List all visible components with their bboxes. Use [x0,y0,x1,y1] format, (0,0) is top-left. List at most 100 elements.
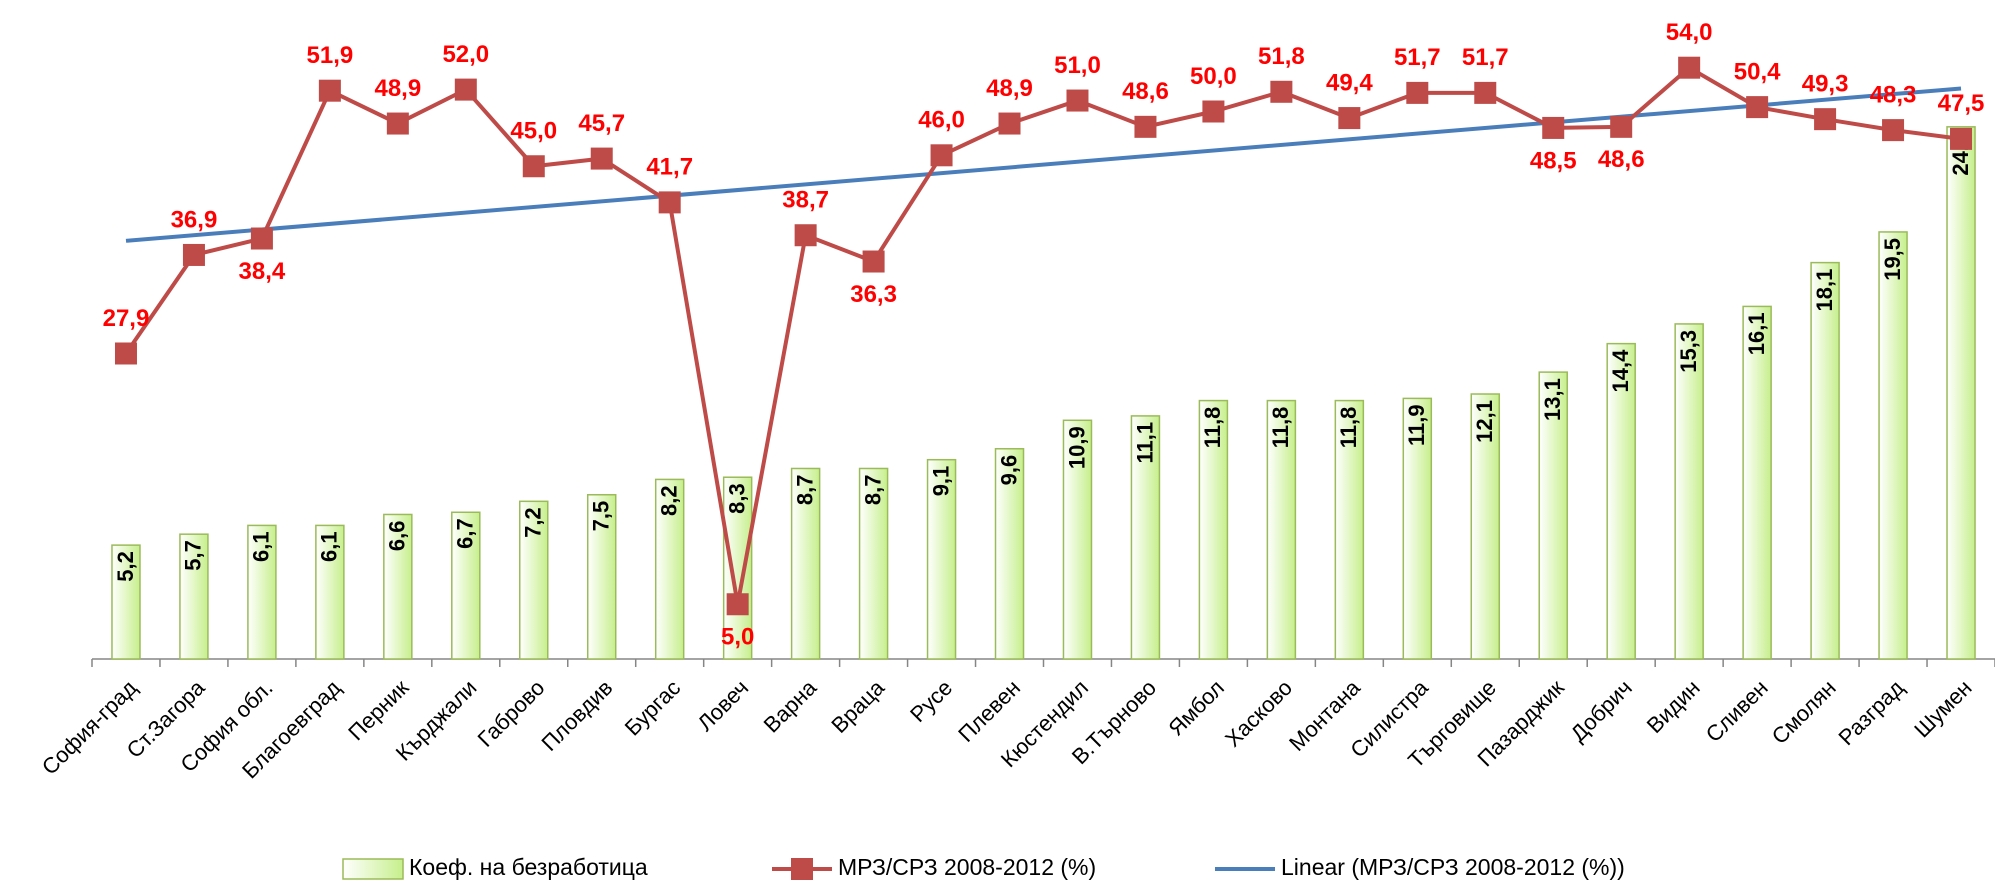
marker [1814,108,1837,131]
bar-label: 15,3 [1676,330,1701,373]
marker [1270,80,1293,103]
line-label: 51,7 [1462,44,1509,71]
bar [1878,231,1908,660]
bar-label: 8,7 [792,474,817,505]
bar-label: 9,6 [996,455,1021,486]
trend-line [125,86,1962,243]
marker [1882,119,1905,142]
bar-label: 11,8 [1200,407,1225,449]
bar-label: 8,7 [860,474,885,505]
x-tick-label: Разград [1833,675,1908,750]
marker [250,227,273,250]
line-label: 48,3 [1870,81,1917,108]
bar-label: 11,1 [1132,422,1157,464]
line-label: 47,5 [1938,90,1985,117]
bar [315,524,345,660]
line-label: 52,0 [442,41,489,68]
marker [1338,107,1361,130]
bar-label: 14,4 [1608,349,1633,393]
marker [930,144,953,167]
bar-label: 11,8 [1268,407,1293,449]
line-label: 50,4 [1734,58,1781,85]
bar [111,544,141,660]
bar [1538,371,1568,660]
marker [1202,100,1225,123]
line-label: 5,0 [721,624,754,651]
bar-label: 19,5 [1880,238,1905,281]
line-label: 38,4 [239,258,286,285]
marker [658,191,681,214]
line-label: 48,6 [1598,146,1645,173]
bar [722,476,753,660]
line-label: 36,3 [850,281,897,308]
bar-label: 12,1 [1472,400,1497,443]
bar [586,494,617,660]
bar-label: 7,5 [589,501,614,532]
bar-label: 8,2 [657,485,682,516]
marker [998,112,1021,135]
legend-label: Коеф. на безработица [409,854,648,880]
bar [994,448,1025,660]
marker [1678,56,1701,79]
x-tick-label: Русе [905,675,957,727]
x-tick-label: Варна [759,674,822,737]
bar [1402,397,1433,660]
line-label: 48,5 [1530,147,1577,174]
line-label: 51,9 [307,42,354,69]
marker [590,147,613,170]
line-label: 50,0 [1190,63,1237,90]
marker [1406,81,1429,104]
marker [1746,96,1769,119]
bar [383,513,413,660]
line-label: 27,9 [103,305,150,332]
legend-label: Linear (МРЗ/СРЗ 2008-2012 (%)) [1281,854,1625,880]
line [124,65,1962,605]
line-label: 48,9 [374,75,421,102]
line-label: 41,7 [646,154,693,181]
bar-label: 6,7 [453,518,478,549]
bar [1334,399,1365,660]
bar [519,500,549,660]
marker [1474,81,1497,104]
bar-label: 9,1 [928,466,953,497]
x-tick-label: София-град [37,675,142,780]
legend-swatch [342,858,404,880]
line-label: 46,0 [918,107,965,134]
line-label: 48,6 [1122,78,1169,105]
x-tick-label: Ямбол [1163,675,1229,741]
bar [1742,305,1772,660]
x-tick-label: Ловеч [692,675,753,736]
bar [1674,323,1704,660]
bar [1062,419,1093,660]
bar [926,458,957,660]
bar-label: 11,8 [1336,407,1361,449]
marker [454,78,477,101]
line-label: 48,9 [986,75,1033,102]
line-label: 51,0 [1054,52,1101,79]
marker [522,155,545,178]
bar [1130,415,1161,660]
x-tick-label: Враца [826,674,889,737]
line-label: 49,4 [1326,69,1373,96]
legend-label: МРЗ/СРЗ 2008-2012 (%) [838,854,1096,880]
bar [1470,393,1501,660]
marker [1066,89,1089,112]
bar-label: 13,1 [1540,378,1565,421]
marker [1542,116,1565,139]
marker [1950,127,1973,150]
marker [318,79,341,102]
bar-label: 5,2 [113,551,138,582]
legend-marker [791,858,813,880]
bar-label: 5,7 [181,540,206,571]
line-label: 49,3 [1802,71,1849,98]
x-tick-label: Бургас [620,675,686,741]
bar [790,467,821,660]
line-label: 45,7 [578,110,625,137]
x-tick-label: Шумен [1909,675,1976,742]
marker [386,112,409,135]
bar-label: 16,1 [1744,312,1769,355]
bar [1266,399,1297,660]
line-label: 54,0 [1666,19,1713,46]
x-tick-label: Видин [1642,675,1705,738]
